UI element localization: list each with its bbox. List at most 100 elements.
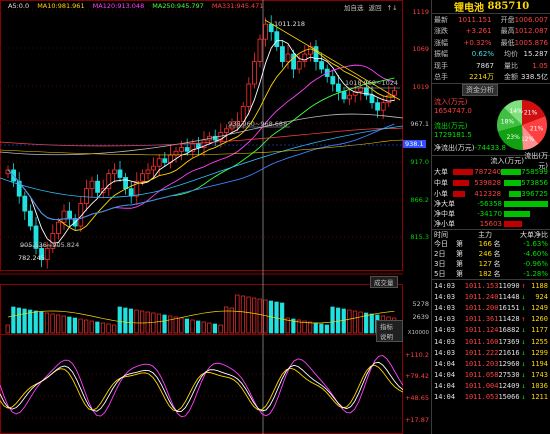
volume-bar: [173, 316, 178, 334]
volume-bar: [78, 318, 83, 334]
flow-in: 412328: [474, 189, 502, 198]
ma-legend-item: MA250:945.797: [152, 2, 204, 10]
volume-bar: [352, 310, 358, 334]
tick-price: 1011.240: [464, 292, 499, 301]
volume-bar: [285, 317, 290, 334]
candle-body: [369, 94, 375, 104]
tick-price: 1011.200: [464, 303, 499, 312]
volume-bar: [128, 308, 134, 334]
volume-bar: [201, 321, 206, 334]
candle-body: [78, 203, 84, 227]
volume-bar: [39, 311, 44, 334]
tick-direction-icon: ↓: [521, 303, 526, 312]
kline-chart[interactable]: [0, 0, 403, 434]
flow-rows: 大单 787240 758599 中单 539828 573856 小单 412328 3967…: [432, 166, 550, 199]
pie-slice: [522, 125, 539, 150]
candle-body: [212, 135, 218, 141]
candle-body: [33, 225, 39, 249]
tick-count: 1255: [531, 337, 548, 346]
stock-name: 锂电池: [454, 3, 484, 14]
flow-in: 539828: [474, 178, 502, 187]
candle-body: [335, 83, 341, 92]
tick-volume: 15066: [498, 393, 520, 402]
volume-bar: [123, 307, 128, 334]
quote-key: 振幅: [434, 50, 448, 59]
ma250-line: [0, 113, 403, 156]
back-button[interactable]: 返回: [368, 4, 382, 12]
volume-bar: [369, 313, 374, 334]
flow-out-header: 流出(万元): [524, 152, 548, 170]
tick-count: 1743: [531, 371, 548, 380]
tick-time: 14:03: [434, 292, 456, 301]
quote-row: 现手 7867 量比 1.05: [432, 60, 550, 72]
volume-axis-label: 2639: [412, 313, 429, 321]
segment-label-2: 1018.969~1024: [345, 79, 399, 87]
volume-bar: [246, 296, 251, 334]
candle-body: [274, 31, 280, 48]
fund-box: 流入(万元) 1654747.0 流出(万元) 1729181.5 净流出(万元…: [432, 95, 550, 155]
tick-direction-icon: ↓: [521, 371, 526, 380]
indicator-tab[interactable]: 指标说明: [376, 320, 403, 342]
flow-out: 396725: [521, 189, 548, 198]
net-rows: 净大单 -56358 净中单 -34170 净小单 15603: [432, 199, 550, 229]
candle-body: [44, 248, 50, 261]
volume-bar: [184, 318, 190, 334]
volume-bar: [156, 313, 162, 334]
fund-pie-chart: 21% 21% 12%23% 18% 14%: [497, 100, 547, 150]
candle-body: [251, 61, 257, 85]
ma-legend: A5:0.0 MA10:981.961 MA120:913.048 MA250:…: [8, 2, 269, 10]
indicator-pane: [0, 334, 403, 434]
candle-body: [22, 195, 28, 212]
volume-bar: [280, 302, 285, 334]
tick-count: 924: [535, 292, 548, 301]
volume-tab[interactable]: 成交量: [370, 276, 398, 288]
tick-direction-icon: ↓: [521, 337, 526, 346]
quote-row: 振幅 0.62% 均价 15.287: [432, 49, 550, 61]
ma-legend-item: MA10:981.961: [37, 2, 85, 10]
quote-key: 金额: [504, 73, 518, 82]
volume-bar: [364, 312, 369, 334]
volume-bar: [95, 321, 100, 334]
period-row: 2日第 246 名 -4.60%: [434, 250, 548, 258]
tick-volume: 11428: [498, 315, 520, 324]
tick-row: 14:04 1011.053 15066 ↓ 1211: [432, 392, 550, 403]
candle-body: [184, 147, 190, 152]
quote-key: 总手: [434, 73, 448, 82]
tick-row: 14:04 1011.058 27530 ↓ 1743: [432, 370, 550, 381]
kline-panel[interactable]: A5:0.0 MA10:981.961 MA120:913.048 MA250:…: [0, 0, 403, 434]
tick-time: 14:03: [434, 326, 456, 335]
price-axis-label: 866.2: [410, 196, 429, 204]
stock-title: 锂电池 885710: [432, 0, 550, 14]
net-label: 净中单: [434, 210, 455, 218]
volume-bar: [302, 320, 307, 334]
net-label: 净大单: [434, 200, 455, 208]
candle-body: [352, 91, 358, 96]
fund-out-value: 1729181.5: [434, 131, 472, 139]
tick-direction-icon: ↓: [521, 292, 526, 301]
tick-price: 1011.361: [464, 315, 499, 324]
volume-bar: [5, 324, 10, 334]
flow-row: 中单 539828 573856: [432, 177, 550, 188]
net-flow-row: 净中单 -34170: [432, 209, 550, 219]
tick-count: 1211: [531, 393, 548, 402]
candle-body: [173, 150, 179, 156]
volume-bar: [291, 318, 296, 334]
add-favorite-button[interactable]: 加自选: [344, 4, 364, 12]
trend-line: [264, 19, 401, 101]
switch-button[interactable]: ↑↓: [386, 4, 398, 12]
candle-body: [190, 143, 196, 152]
period-label: 5日: [434, 270, 446, 278]
period-ratio: -1.28%: [523, 270, 548, 278]
quote-row: 涨跌 +3.261 最高 1012.087: [432, 26, 550, 38]
fund-analysis-tab[interactable]: 资金分析: [462, 83, 498, 96]
price-axis-label: 917.0: [410, 158, 429, 166]
tick-volume: 16151: [498, 303, 520, 312]
tick-list[interactable]: 14:03 1011.153 11090 ↑ 1188 14:03 1011.240 1144…: [432, 279, 550, 403]
period-ratio: -4.60%: [523, 250, 548, 258]
tick-direction-icon: ↑: [521, 281, 526, 290]
candle-body: [123, 177, 128, 190]
tick-price: 1011.053: [464, 393, 499, 402]
volume-bar: [33, 310, 38, 334]
tick-direction-icon: ↓: [521, 382, 526, 391]
tick-volume: 12409: [498, 382, 520, 391]
